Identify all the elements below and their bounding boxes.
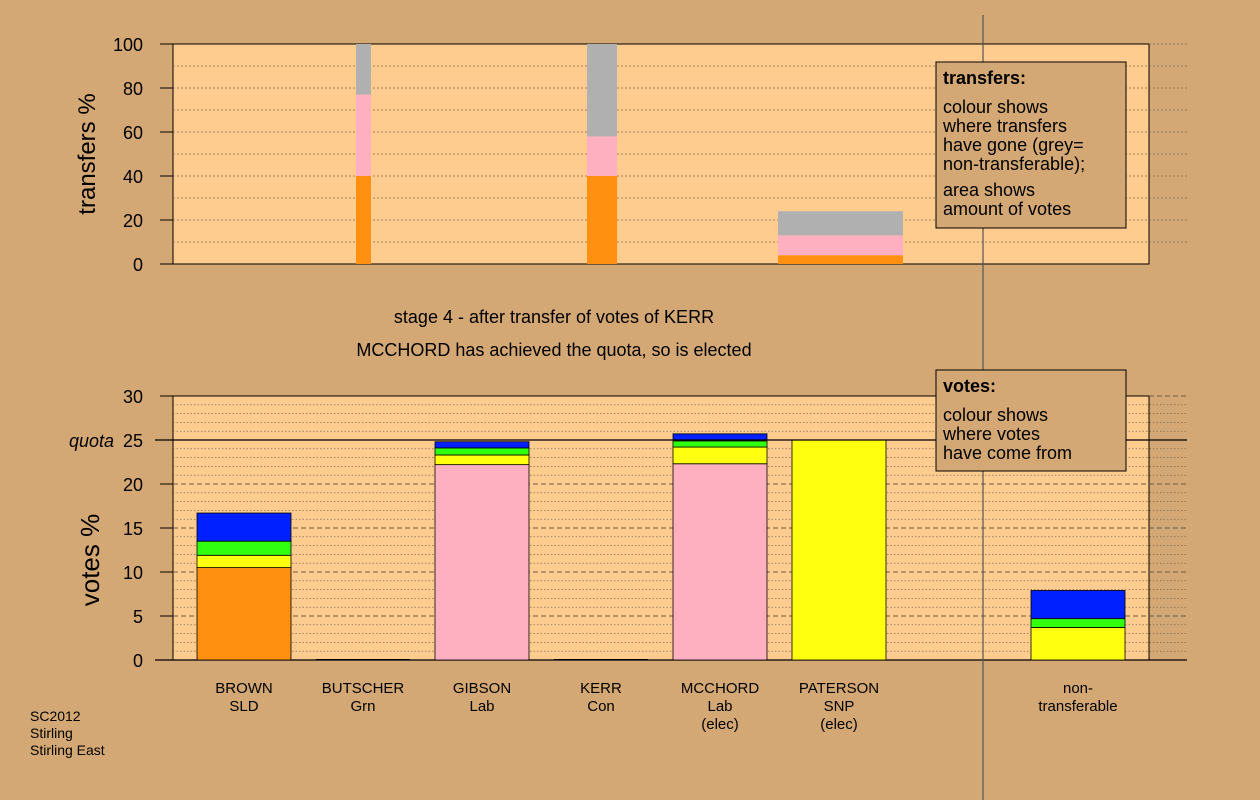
candidate-label: Lab — [707, 698, 732, 715]
y-tick-label: 20 — [123, 475, 143, 495]
vote-bar-segment — [196, 540, 292, 556]
elected-caption: MCCHORD has achieved the quota, so is el… — [356, 340, 751, 360]
vote-bar-segment — [434, 464, 530, 661]
candidate-label: MCCHORD — [681, 680, 759, 697]
vote-bar-empty — [316, 659, 410, 661]
footer-ward: Stirling East — [30, 742, 105, 758]
y-tick-label: 30 — [123, 387, 143, 407]
quota-label: quota — [69, 431, 114, 451]
transfers-legend-line: non-transferable); — [943, 154, 1085, 174]
transfers-y-ticks: 0 20 40 60 80 100 — [113, 35, 173, 275]
vote-bar-segment — [196, 512, 292, 542]
transfer-bar-segment — [356, 94, 371, 176]
votes-legend-line: colour shows — [943, 405, 1048, 425]
vote-bar-segment — [672, 433, 768, 442]
vote-bar-segment — [672, 463, 768, 661]
y-tick-label: 25 — [123, 431, 143, 451]
vote-bar-segment — [434, 441, 530, 449]
candidate-label: BUTSCHER — [322, 680, 405, 697]
transfer-bar-segment — [356, 44, 371, 95]
transfers-bars — [356, 44, 903, 264]
vote-bar-segment — [1030, 627, 1126, 661]
votes-legend-box — [935, 369, 1127, 472]
y-tick-label: 10 — [123, 563, 143, 583]
transfers-legend-line: colour shows — [943, 97, 1048, 117]
candidate-label: KERR — [580, 680, 622, 697]
transfers-legend-title: transfers: — [943, 68, 1026, 88]
y-tick-label: 0 — [133, 651, 143, 671]
votes-legend: votes: colour shows where votes have com… — [935, 369, 1127, 472]
candidate-label: Grn — [350, 698, 375, 715]
candidate-label: PATERSON — [799, 680, 879, 697]
votes-legend-title: votes: — [943, 376, 996, 396]
votes-y-ticks: 0 5 10 15 20 25 30 — [123, 387, 173, 671]
transfers-legend: transfers: colour shows where transfers … — [935, 61, 1127, 229]
candidate-label: SNP — [824, 698, 855, 715]
transfer-bar-segment — [587, 136, 617, 176]
y-tick-label: 100 — [113, 35, 143, 55]
candidate-label: Lab — [469, 698, 494, 715]
vote-bar-segment — [196, 554, 292, 569]
candidate-label: GIBSON — [453, 680, 511, 697]
candidate-label: non- — [1063, 680, 1093, 697]
transfer-bar-segment — [778, 235, 903, 256]
candidate-label: Con — [587, 698, 615, 715]
vote-bar-segment — [434, 454, 530, 466]
candidate-label: transferable — [1038, 698, 1117, 715]
votes-legend-line: where votes — [942, 424, 1040, 444]
y-tick-label: 5 — [133, 607, 143, 627]
vote-bar-segment — [434, 447, 530, 456]
candidate-label: (elec) — [701, 716, 739, 733]
transfer-bar-segment — [587, 44, 617, 137]
candidate-labels: BROWNSLDBUTSCHERGrnGIBSONLabKERRConMCCHO… — [215, 680, 1117, 733]
footer-council: Stirling — [30, 725, 73, 741]
y-tick-label: 40 — [123, 167, 143, 187]
votes-legend-line: have come from — [943, 443, 1072, 463]
transfers-legend-line: have gone (grey= — [943, 135, 1084, 155]
transfer-bar-segment — [587, 176, 617, 264]
vote-bar-segment — [196, 567, 292, 661]
vote-bar-segment — [791, 439, 887, 661]
transfer-bar-segment — [778, 255, 903, 264]
transfer-bar-segment — [778, 211, 903, 236]
candidate-label: (elec) — [820, 716, 858, 733]
candidate-label: BROWN — [215, 680, 273, 697]
stage-caption: stage 4 - after transfer of votes of KER… — [394, 307, 714, 327]
vote-bar-empty — [554, 659, 648, 661]
transfer-bar-segment — [356, 176, 371, 264]
votes-y-axis-label: votes % — [75, 514, 105, 607]
transfers-y-axis-label: transfers % — [74, 93, 101, 214]
y-tick-label: 60 — [123, 123, 143, 143]
vote-bar-segment — [672, 446, 768, 465]
transfers-legend-line: where transfers — [942, 116, 1067, 136]
vote-bar-segment — [1030, 590, 1126, 620]
y-tick-label: 80 — [123, 79, 143, 99]
vote-bar-segment — [1030, 618, 1126, 628]
candidate-label: SLD — [229, 698, 258, 715]
votes-bars — [196, 433, 1126, 661]
transfers-legend-box — [935, 61, 1127, 229]
y-tick-label: 0 — [133, 255, 143, 275]
footer-election: SC2012 — [30, 708, 81, 724]
vote-bar-segment — [672, 440, 768, 448]
transfers-legend-line: area shows — [943, 180, 1035, 200]
y-tick-label: 20 — [123, 211, 143, 231]
y-tick-label: 15 — [123, 519, 143, 539]
transfers-legend-line: amount of votes — [943, 199, 1071, 219]
